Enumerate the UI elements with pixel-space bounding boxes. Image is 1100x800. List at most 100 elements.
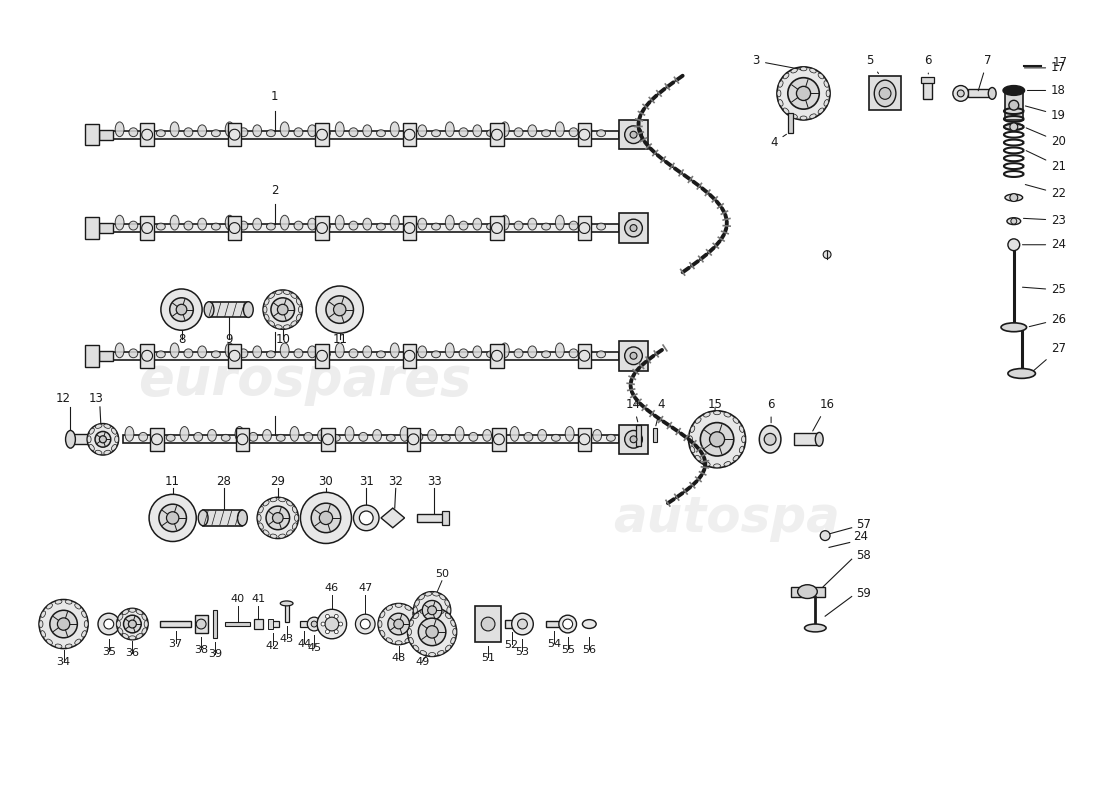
Ellipse shape xyxy=(144,621,148,627)
Ellipse shape xyxy=(798,585,817,598)
Bar xyxy=(321,427,334,451)
Ellipse shape xyxy=(395,641,403,645)
Text: 10: 10 xyxy=(275,333,290,346)
Ellipse shape xyxy=(263,530,270,535)
Ellipse shape xyxy=(390,215,399,230)
Ellipse shape xyxy=(276,434,285,442)
Ellipse shape xyxy=(596,351,605,358)
Bar xyxy=(209,302,249,318)
Ellipse shape xyxy=(404,349,412,358)
Bar xyxy=(85,345,99,366)
Ellipse shape xyxy=(810,69,816,73)
Text: 6: 6 xyxy=(768,398,774,422)
Circle shape xyxy=(625,219,642,237)
Bar xyxy=(788,113,793,133)
Ellipse shape xyxy=(81,611,86,618)
Ellipse shape xyxy=(363,346,372,358)
Ellipse shape xyxy=(170,215,179,230)
Circle shape xyxy=(689,411,746,468)
Ellipse shape xyxy=(308,346,317,358)
Ellipse shape xyxy=(293,506,297,513)
Ellipse shape xyxy=(321,223,330,230)
Ellipse shape xyxy=(386,434,395,442)
Bar xyxy=(204,510,242,526)
Ellipse shape xyxy=(446,122,454,137)
Text: 58: 58 xyxy=(857,549,871,562)
Bar xyxy=(505,620,518,628)
Circle shape xyxy=(95,431,111,447)
Ellipse shape xyxy=(824,81,828,87)
Ellipse shape xyxy=(541,130,550,137)
Ellipse shape xyxy=(691,426,695,433)
Ellipse shape xyxy=(275,290,283,294)
Ellipse shape xyxy=(295,514,298,522)
Ellipse shape xyxy=(444,600,450,606)
Ellipse shape xyxy=(278,498,285,502)
Text: 36: 36 xyxy=(125,649,140,658)
Bar xyxy=(442,511,449,525)
Ellipse shape xyxy=(404,128,412,137)
Ellipse shape xyxy=(469,433,477,442)
Text: 42: 42 xyxy=(266,641,280,650)
Ellipse shape xyxy=(446,215,454,230)
Ellipse shape xyxy=(184,128,192,137)
Ellipse shape xyxy=(129,608,135,612)
Ellipse shape xyxy=(500,215,509,230)
Text: 48: 48 xyxy=(392,654,406,663)
Circle shape xyxy=(263,290,302,330)
Ellipse shape xyxy=(117,621,121,627)
Text: 12: 12 xyxy=(56,392,72,405)
Ellipse shape xyxy=(373,430,382,442)
Bar xyxy=(315,344,329,367)
Circle shape xyxy=(196,619,206,629)
Circle shape xyxy=(161,289,202,330)
Circle shape xyxy=(630,131,637,138)
Ellipse shape xyxy=(156,223,165,230)
Ellipse shape xyxy=(446,645,451,650)
Ellipse shape xyxy=(376,130,385,137)
Text: 15: 15 xyxy=(707,398,723,411)
Ellipse shape xyxy=(473,125,482,137)
Ellipse shape xyxy=(268,293,275,298)
Ellipse shape xyxy=(400,426,409,442)
Ellipse shape xyxy=(103,424,110,428)
Ellipse shape xyxy=(409,638,414,644)
Ellipse shape xyxy=(432,625,439,629)
Ellipse shape xyxy=(280,122,289,137)
Ellipse shape xyxy=(1008,369,1035,378)
Text: 35: 35 xyxy=(102,646,116,657)
Ellipse shape xyxy=(125,426,134,442)
Text: eurospares: eurospares xyxy=(138,354,471,406)
Circle shape xyxy=(1009,100,1019,110)
Circle shape xyxy=(326,630,329,634)
Ellipse shape xyxy=(759,426,781,453)
Ellipse shape xyxy=(271,534,277,538)
Bar xyxy=(491,344,504,367)
Ellipse shape xyxy=(266,223,275,230)
Text: 2: 2 xyxy=(271,183,278,197)
Ellipse shape xyxy=(129,349,138,358)
Bar xyxy=(270,621,278,627)
Ellipse shape xyxy=(65,600,72,604)
Ellipse shape xyxy=(582,620,596,629)
Ellipse shape xyxy=(263,430,272,442)
Bar xyxy=(196,615,208,633)
Ellipse shape xyxy=(569,221,578,230)
Bar xyxy=(315,123,329,146)
Text: 49: 49 xyxy=(415,658,429,667)
Ellipse shape xyxy=(800,67,807,71)
Circle shape xyxy=(388,614,409,635)
Bar xyxy=(112,130,619,138)
Circle shape xyxy=(512,614,534,635)
Ellipse shape xyxy=(459,349,468,358)
Circle shape xyxy=(300,492,352,543)
Circle shape xyxy=(625,126,642,143)
Ellipse shape xyxy=(39,621,43,627)
Circle shape xyxy=(266,506,289,530)
Ellipse shape xyxy=(416,621,419,627)
Ellipse shape xyxy=(414,613,419,618)
Ellipse shape xyxy=(41,611,45,618)
Ellipse shape xyxy=(514,221,522,230)
Bar xyxy=(653,429,657,442)
Ellipse shape xyxy=(451,638,455,644)
